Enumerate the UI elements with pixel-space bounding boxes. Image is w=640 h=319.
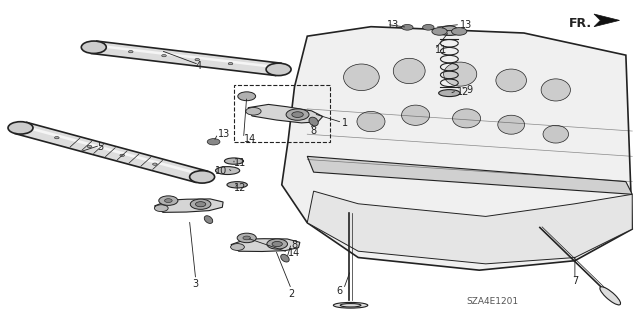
Text: 13: 13 bbox=[460, 20, 472, 30]
Circle shape bbox=[246, 108, 261, 115]
Ellipse shape bbox=[189, 171, 214, 183]
Circle shape bbox=[267, 239, 287, 249]
Circle shape bbox=[154, 205, 168, 211]
Ellipse shape bbox=[204, 216, 212, 223]
Circle shape bbox=[238, 92, 255, 101]
Polygon shape bbox=[27, 127, 200, 175]
Circle shape bbox=[129, 50, 133, 53]
Ellipse shape bbox=[266, 63, 291, 76]
Circle shape bbox=[237, 233, 256, 243]
Circle shape bbox=[152, 163, 157, 165]
Polygon shape bbox=[15, 122, 208, 182]
Text: 12: 12 bbox=[234, 183, 246, 193]
Ellipse shape bbox=[442, 26, 456, 31]
Polygon shape bbox=[231, 239, 300, 251]
Text: 2: 2 bbox=[288, 289, 294, 299]
Text: 13: 13 bbox=[387, 20, 399, 30]
Circle shape bbox=[243, 236, 250, 240]
Text: 8: 8 bbox=[310, 126, 317, 136]
Ellipse shape bbox=[444, 62, 477, 86]
Ellipse shape bbox=[438, 27, 461, 35]
Ellipse shape bbox=[401, 105, 429, 125]
Ellipse shape bbox=[452, 109, 481, 128]
Ellipse shape bbox=[333, 302, 368, 308]
Text: 13: 13 bbox=[218, 129, 230, 139]
Text: FR.: FR. bbox=[568, 17, 591, 30]
Text: 10: 10 bbox=[215, 166, 228, 175]
Circle shape bbox=[190, 199, 211, 209]
Polygon shape bbox=[100, 45, 274, 68]
Circle shape bbox=[54, 137, 59, 139]
Ellipse shape bbox=[498, 115, 525, 134]
Circle shape bbox=[422, 25, 434, 30]
Text: SZA4E1201: SZA4E1201 bbox=[467, 297, 518, 306]
Ellipse shape bbox=[227, 182, 247, 188]
Ellipse shape bbox=[309, 117, 318, 126]
Text: 5: 5 bbox=[97, 142, 103, 152]
Circle shape bbox=[195, 202, 206, 207]
Ellipse shape bbox=[81, 41, 106, 54]
Text: 1: 1 bbox=[342, 118, 348, 128]
Text: 9: 9 bbox=[467, 85, 473, 95]
Circle shape bbox=[272, 241, 282, 247]
Text: 6: 6 bbox=[336, 286, 342, 296]
Polygon shape bbox=[307, 191, 632, 264]
Circle shape bbox=[87, 145, 92, 148]
Ellipse shape bbox=[8, 122, 33, 134]
Circle shape bbox=[195, 58, 200, 61]
Polygon shape bbox=[91, 41, 282, 76]
Ellipse shape bbox=[357, 111, 385, 132]
Polygon shape bbox=[248, 104, 323, 123]
Circle shape bbox=[292, 112, 303, 117]
Ellipse shape bbox=[216, 167, 240, 174]
Ellipse shape bbox=[541, 79, 570, 101]
Ellipse shape bbox=[281, 254, 289, 262]
Polygon shape bbox=[307, 156, 632, 194]
Text: 11: 11 bbox=[435, 45, 447, 56]
Ellipse shape bbox=[394, 58, 425, 84]
Text: 11: 11 bbox=[234, 158, 246, 168]
Ellipse shape bbox=[344, 64, 380, 91]
Circle shape bbox=[286, 109, 309, 120]
Ellipse shape bbox=[543, 125, 568, 143]
Text: 7: 7 bbox=[572, 276, 578, 286]
Circle shape bbox=[162, 55, 166, 57]
Text: 8: 8 bbox=[291, 240, 298, 250]
Circle shape bbox=[207, 139, 220, 145]
Circle shape bbox=[164, 199, 172, 203]
Ellipse shape bbox=[438, 90, 460, 97]
Polygon shape bbox=[282, 27, 632, 270]
Text: 4: 4 bbox=[196, 61, 202, 71]
Text: 14: 14 bbox=[244, 134, 256, 144]
Circle shape bbox=[230, 244, 244, 250]
Text: 14: 14 bbox=[288, 248, 300, 258]
Polygon shape bbox=[154, 199, 223, 212]
Circle shape bbox=[228, 63, 233, 65]
Ellipse shape bbox=[496, 69, 527, 92]
Circle shape bbox=[452, 28, 467, 35]
Text: 12: 12 bbox=[457, 86, 469, 97]
Circle shape bbox=[159, 196, 178, 205]
Ellipse shape bbox=[225, 158, 244, 164]
Circle shape bbox=[432, 28, 447, 35]
Circle shape bbox=[401, 25, 413, 30]
Bar bbox=[234, 85, 330, 142]
Polygon shape bbox=[594, 14, 620, 27]
Ellipse shape bbox=[340, 304, 361, 307]
Ellipse shape bbox=[600, 287, 621, 305]
Text: 3: 3 bbox=[193, 279, 199, 289]
Circle shape bbox=[120, 154, 125, 156]
